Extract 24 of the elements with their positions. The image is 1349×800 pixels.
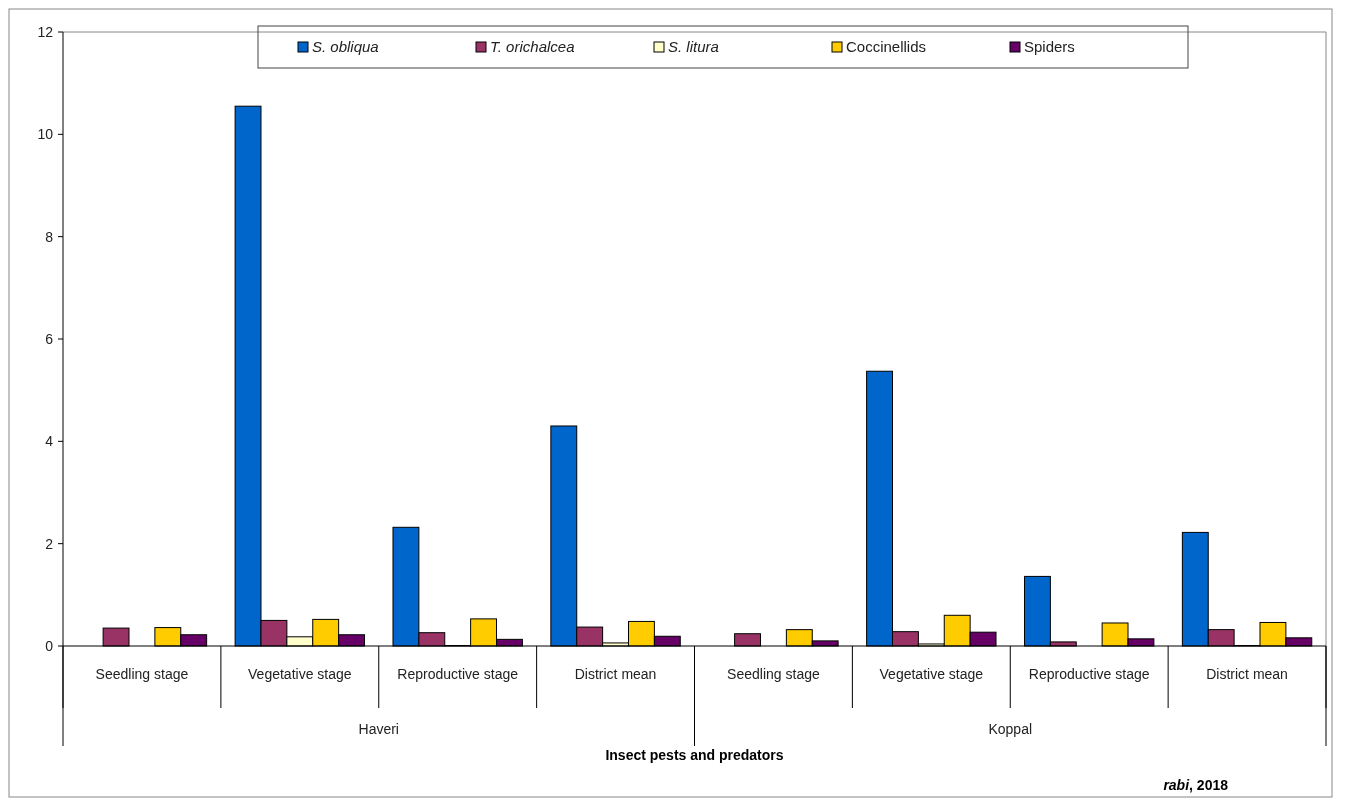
legend-label: T. orichalcea <box>490 38 575 56</box>
legend-label: Coccinellids <box>846 38 927 56</box>
y-tick-label: 0 <box>45 637 54 654</box>
legend-label: Spiders <box>1024 38 1075 56</box>
y-tick-label: 6 <box>45 330 54 347</box>
x-tick-label: Vegetative stage <box>879 666 984 682</box>
x-tick-label: Seedling stage <box>95 666 189 682</box>
y-tick-label: 10 <box>37 126 54 143</box>
x-tick-label: Seedling stage <box>727 666 820 682</box>
y-tick-label: 8 <box>45 228 54 245</box>
y-tick-label: 12 <box>37 23 54 40</box>
x-tick-label: District mean <box>574 666 657 682</box>
y-tick-label: 2 <box>45 535 54 552</box>
x-tick-label: District mean <box>1206 666 1288 682</box>
text: Haveri <box>358 721 399 737</box>
text: rabi, 2018 <box>1163 777 1229 793</box>
legend-label: S. litura <box>668 38 719 56</box>
text: Koppal <box>988 721 1033 737</box>
legend-label: S. obliqua <box>312 38 379 56</box>
x-axis-title: Insect pests and predators <box>605 747 784 763</box>
x-tick-label: Reproductive stage <box>397 666 519 682</box>
x-tick-label: Reproductive stage <box>1028 666 1150 682</box>
x-tick-label: Vegetative stage <box>248 666 352 682</box>
y-tick-label: 4 <box>45 433 54 450</box>
